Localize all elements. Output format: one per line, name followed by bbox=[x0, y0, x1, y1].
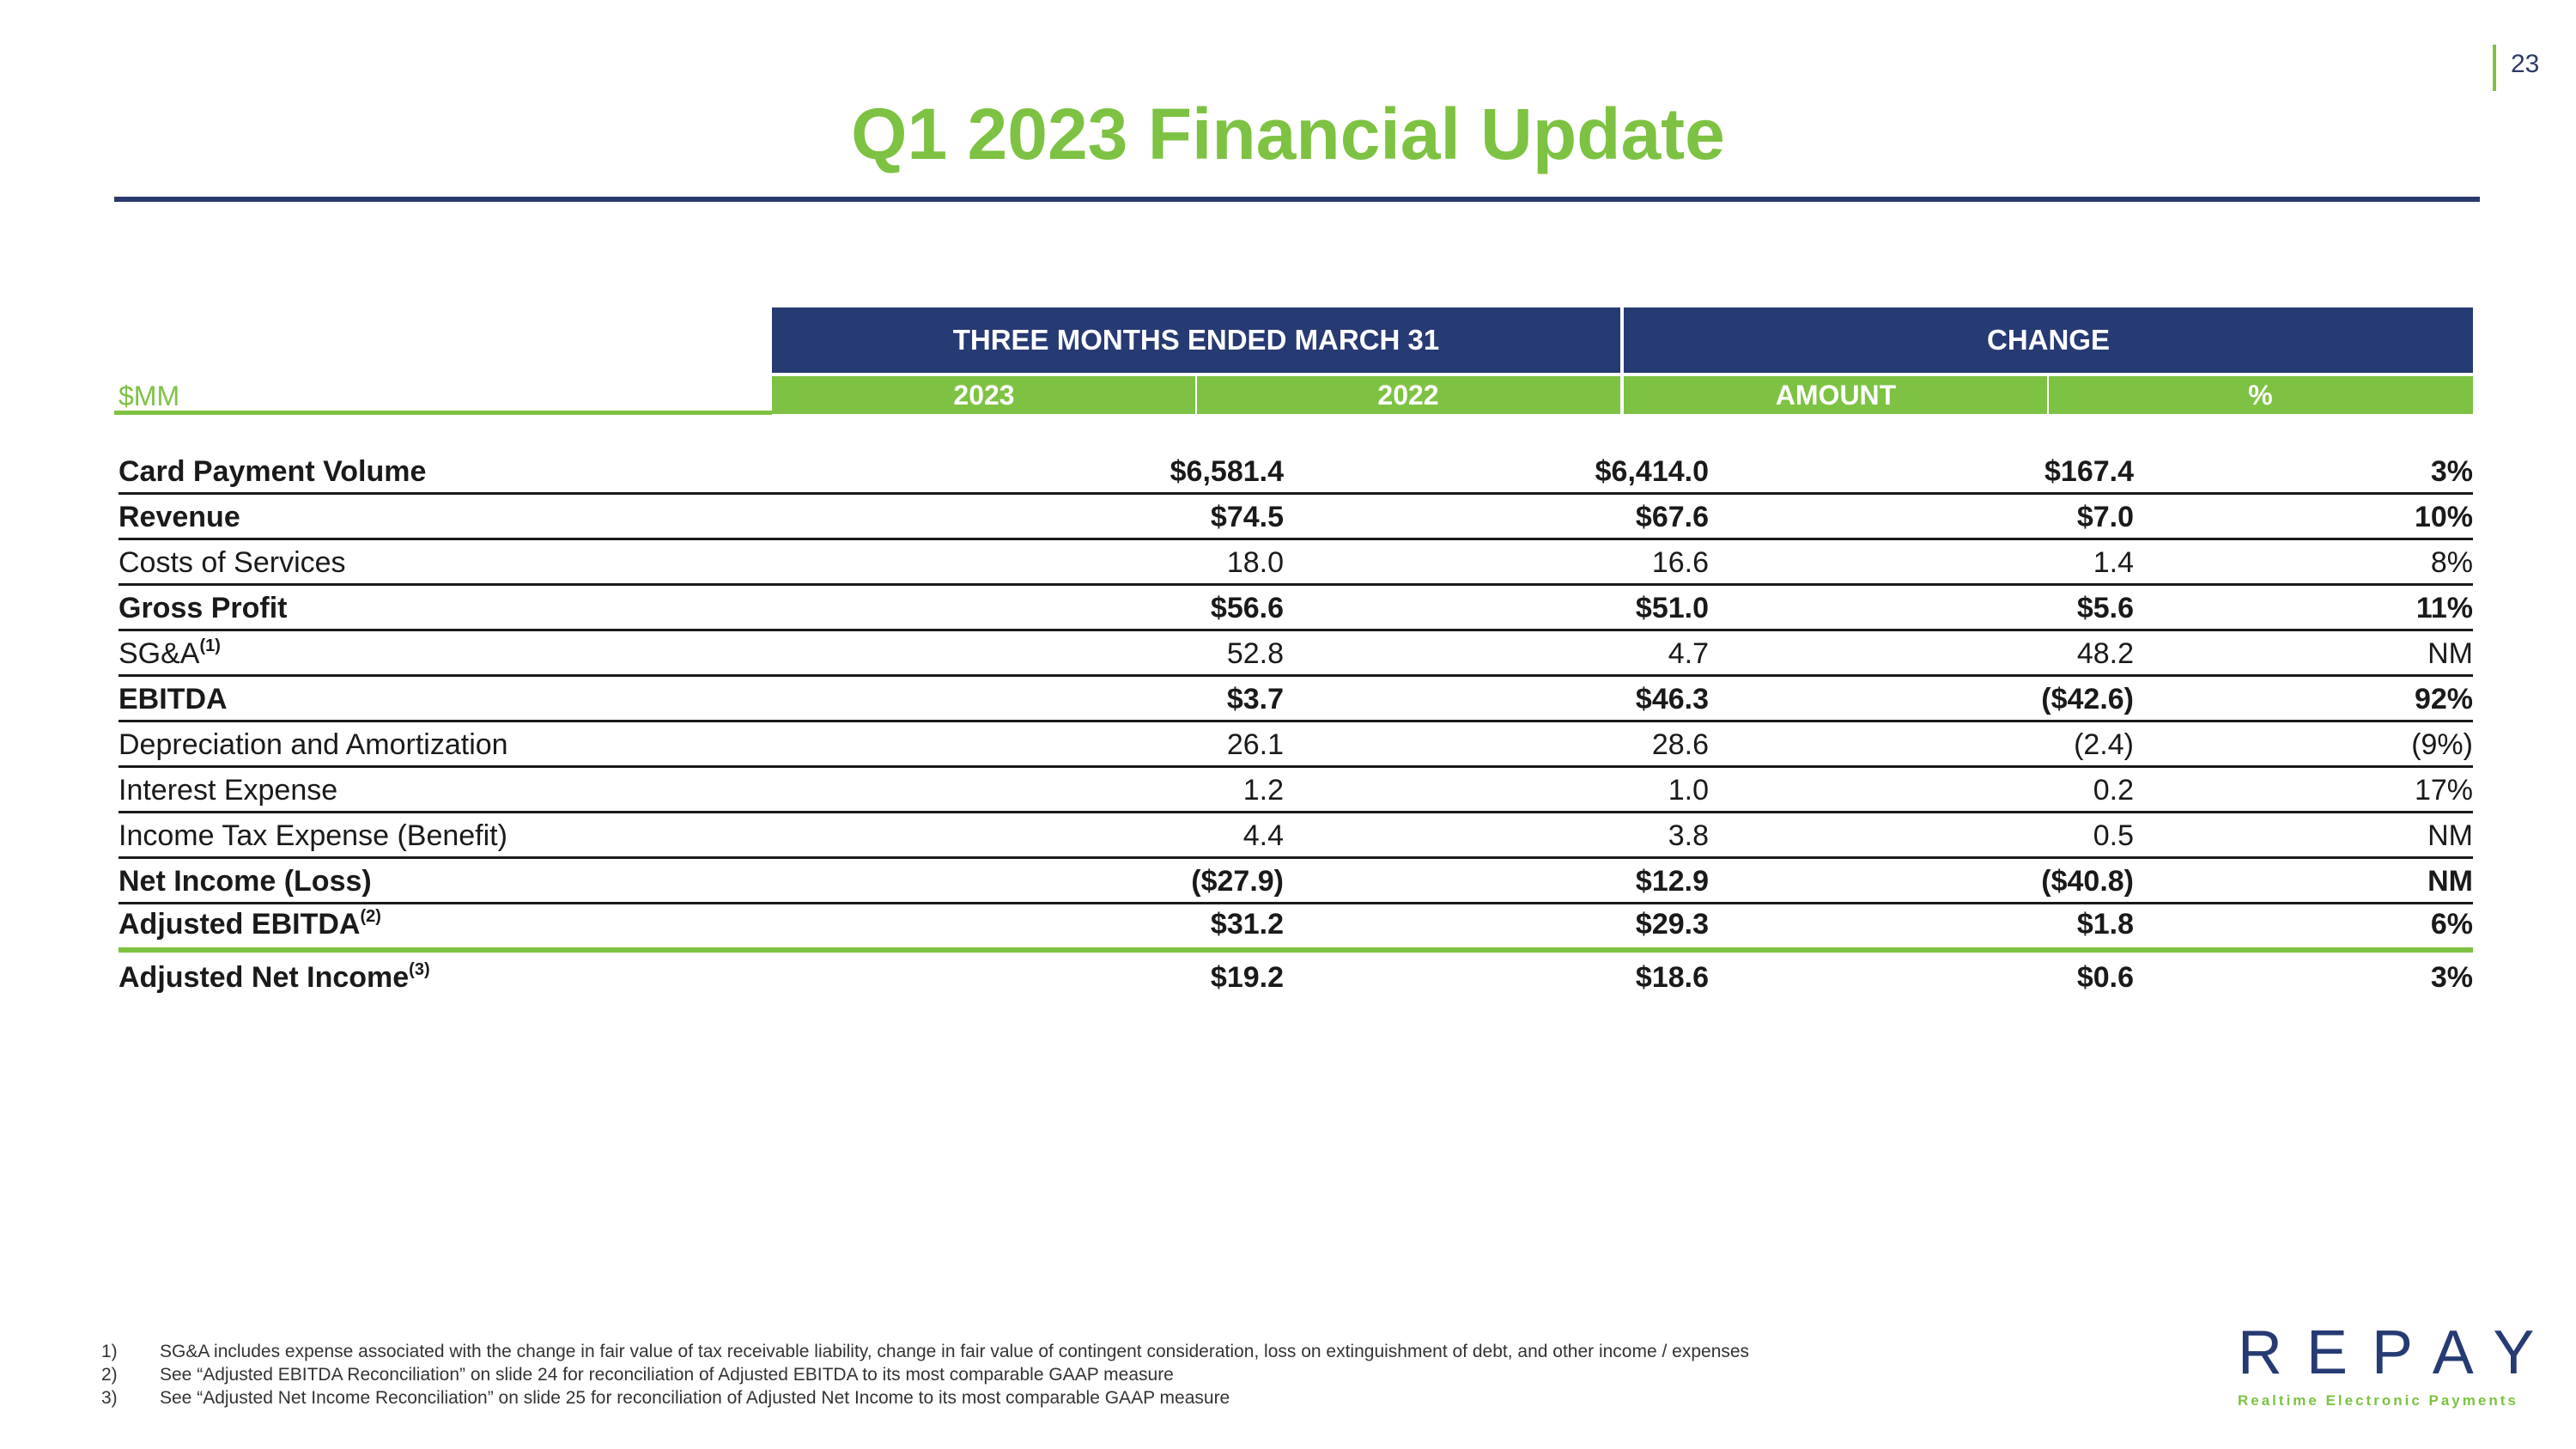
header-divider bbox=[1195, 376, 1197, 414]
change-amount: ($40.8) bbox=[2041, 865, 2134, 898]
footnote: 3) See “Adjusted Net Income Reconciliatio… bbox=[101, 1388, 1230, 1408]
table-row: Interest Expense 1.2 1.0 0.2 17% bbox=[118, 768, 2473, 813]
value-2022: 16.6 bbox=[1651, 546, 1709, 579]
header-divider bbox=[2047, 376, 2049, 414]
change-percent: 8% bbox=[2430, 546, 2473, 579]
value-2022: 3.8 bbox=[1668, 819, 1709, 852]
change-amount: 0.5 bbox=[2093, 819, 2134, 852]
change-amount: $1.8 bbox=[2076, 908, 2134, 941]
title-divider bbox=[114, 197, 2480, 202]
value-2022: $46.3 bbox=[1635, 683, 1709, 715]
logo-tagline: Realtime Electronic Payments bbox=[2238, 1392, 2518, 1409]
unit-label: $MM bbox=[118, 381, 180, 411]
table-row: Depreciation and Amortization 26.1 28.6 … bbox=[118, 722, 2473, 768]
value-2022: 4.7 bbox=[1668, 637, 1709, 670]
value-2022: 28.6 bbox=[1651, 728, 1709, 761]
change-amount: $167.4 bbox=[2044, 455, 2134, 488]
footnote-ref: (2) bbox=[360, 907, 381, 926]
change-percent: 3% bbox=[2430, 961, 2473, 994]
change-percent: 92% bbox=[2414, 683, 2473, 715]
change-amount: $5.6 bbox=[2076, 592, 2134, 624]
change-percent: NM bbox=[2427, 819, 2473, 852]
change-percent: 17% bbox=[2414, 774, 2473, 807]
value-2023: 52.8 bbox=[1226, 637, 1284, 670]
row-label: SG&A(1) bbox=[118, 636, 221, 670]
page-number: 23 bbox=[2511, 50, 2540, 78]
change-amount: ($42.6) bbox=[2041, 683, 2134, 715]
column-header-2023: 2023 bbox=[772, 376, 1196, 414]
change-percent: 6% bbox=[2430, 908, 2473, 941]
change-percent: NM bbox=[2427, 637, 2473, 670]
value-2022: $6,414.0 bbox=[1595, 455, 1709, 488]
row-label: Adjusted Net Income(3) bbox=[118, 960, 430, 994]
table-row: Revenue $74.5 $67.6 $7.0 10% bbox=[118, 495, 2473, 540]
row-label: Card Payment Volume bbox=[118, 455, 427, 488]
value-2023: $19.2 bbox=[1210, 961, 1284, 994]
header-group-change: CHANGE bbox=[1624, 307, 2473, 373]
row-label: Gross Profit bbox=[118, 592, 288, 624]
column-header-percent: % bbox=[2048, 376, 2473, 414]
value-2023: 4.4 bbox=[1242, 819, 1284, 852]
change-amount: 1.4 bbox=[2093, 546, 2134, 579]
value-2023: $6,581.4 bbox=[1170, 455, 1284, 488]
table-row: Adjusted EBITDA(2) $31.2 $29.3 $1.8 6% bbox=[118, 904, 2473, 953]
change-percent: 11% bbox=[2415, 592, 2473, 624]
column-header-amount: AMOUNT bbox=[1624, 376, 2048, 414]
change-amount: (2.4) bbox=[2074, 728, 2134, 761]
value-2023: 1.2 bbox=[1242, 774, 1284, 807]
value-2023: $56.6 bbox=[1210, 592, 1284, 624]
header-group-three-months: THREE MONTHS ENDED MARCH 31 bbox=[772, 307, 1620, 373]
row-label: Costs of Services bbox=[118, 546, 346, 579]
change-percent: NM bbox=[2427, 865, 2473, 898]
value-2023: ($27.9) bbox=[1191, 865, 1284, 898]
repay-logo: REPAY Realtime Electronic Payments bbox=[2238, 1318, 2552, 1409]
table-row: Costs of Services 18.0 16.6 1.4 8% bbox=[118, 540, 2473, 586]
value-2022: $67.6 bbox=[1635, 501, 1709, 533]
change-percent: 10% bbox=[2414, 501, 2473, 533]
footnote-ref: (1) bbox=[199, 636, 221, 655]
unit-label-underline bbox=[114, 411, 772, 415]
row-label: Revenue bbox=[118, 501, 240, 533]
change-amount: $7.0 bbox=[2076, 501, 2134, 533]
row-label: Depreciation and Amortization bbox=[118, 728, 508, 761]
table-row: EBITDA $3.7 $46.3 ($42.6) 92% bbox=[118, 677, 2473, 722]
row-label: Net Income (Loss) bbox=[118, 865, 372, 898]
footnote: 2) See “Adjusted EBITDA Reconciliation” o… bbox=[101, 1365, 1174, 1385]
footnote: 1) SG&A includes expense associated with … bbox=[101, 1342, 1750, 1361]
change-percent: 3% bbox=[2430, 455, 2473, 488]
table-row: SG&A(1) 52.8 4.7 48.2 NM bbox=[118, 631, 2473, 677]
value-2022: $51.0 bbox=[1635, 592, 1709, 624]
change-amount: 48.2 bbox=[2076, 637, 2134, 670]
page-title: Q1 2023 Financial Update bbox=[851, 94, 1725, 174]
column-header-2022: 2022 bbox=[1196, 376, 1620, 414]
value-2023: $31.2 bbox=[1210, 908, 1284, 941]
change-amount: 0.2 bbox=[2093, 774, 2134, 807]
value-2023: $74.5 bbox=[1210, 501, 1284, 533]
table-row: Adjusted Net Income(3) $19.2 $18.6 $0.6 … bbox=[118, 953, 2473, 998]
value-2022: $18.6 bbox=[1635, 961, 1709, 994]
table-row: Income Tax Expense (Benefit) 4.4 3.8 0.5… bbox=[118, 813, 2473, 859]
row-label: Income Tax Expense (Benefit) bbox=[118, 819, 507, 852]
table-row: Gross Profit $56.6 $51.0 $5.6 11% bbox=[118, 586, 2473, 631]
row-label: Adjusted EBITDA(2) bbox=[118, 907, 381, 941]
logo-wordmark: REPAY bbox=[2238, 1318, 2559, 1387]
row-label: EBITDA bbox=[118, 683, 228, 715]
value-2023: 18.0 bbox=[1226, 546, 1284, 579]
table-row: Net Income (Loss) ($27.9) $12.9 ($40.8) … bbox=[118, 859, 2473, 904]
row-label: Interest Expense bbox=[118, 774, 338, 807]
value-2022: $12.9 bbox=[1635, 865, 1709, 898]
footnotes: 1) SG&A includes expense associated with … bbox=[101, 1340, 1749, 1409]
change-amount: $0.6 bbox=[2076, 961, 2134, 994]
value-2022: 1.0 bbox=[1668, 774, 1709, 807]
value-2023: 26.1 bbox=[1226, 728, 1284, 761]
page-number-bar bbox=[2493, 45, 2496, 91]
change-percent: (9%) bbox=[2411, 728, 2473, 761]
value-2022: $29.3 bbox=[1635, 908, 1709, 941]
footnote-ref: (3) bbox=[409, 960, 430, 979]
table-row: Card Payment Volume $6,581.4 $6,414.0 $1… bbox=[118, 449, 2473, 495]
value-2023: $3.7 bbox=[1226, 683, 1284, 715]
